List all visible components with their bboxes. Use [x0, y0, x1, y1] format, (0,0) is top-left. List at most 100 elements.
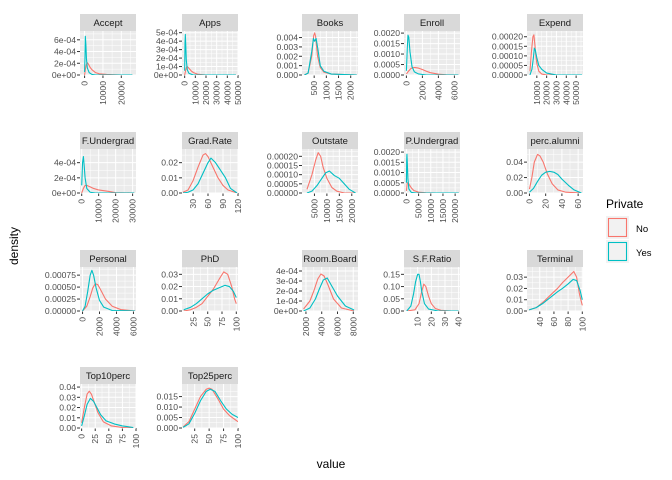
facet-personal: Personal 0 2000 4000 6000 0.00000 0.00025 0.000… [45, 250, 138, 336]
y-tick-label: 0e+00 [154, 70, 178, 80]
y-tick-label: 0.000 [276, 70, 298, 80]
density-line-yes-s-f-ratio [406, 273, 459, 311]
strip-accept [80, 14, 136, 31]
x-tick-label: 0 [401, 199, 411, 204]
facet-grad-rate: Grad.Rate 30 60 90 120 0.00 0.01 0.02 [161, 132, 243, 213]
x-tick-label: 100 [131, 434, 141, 449]
x-tick-label: 90 [218, 199, 228, 209]
strip-f-undergrad [80, 132, 136, 149]
density-line-yes-books [304, 37, 357, 75]
x-tick-label: 4000 [111, 317, 121, 336]
y-tick-label: 2e-04 [276, 286, 298, 296]
x-tick-label: 80 [563, 317, 573, 327]
x-tick-label: 75 [219, 434, 229, 444]
y-tick-label: 0.005 [156, 413, 178, 423]
x-tick-label: 30000 [128, 199, 138, 223]
x-tick-label: 40000 [222, 81, 232, 105]
x-tick-label: 60 [549, 317, 559, 327]
x-tick-label: 20 [541, 199, 551, 209]
y-tick-label: 0.02 [161, 158, 178, 168]
y-tick-label: 0.04 [59, 382, 76, 392]
x-tick-label: 20 [426, 317, 436, 327]
y-tick-label: 0.00050 [45, 282, 76, 292]
facet-phd: PhD 25 50 75 100 0.00 0.01 0.02 0.03 [161, 250, 241, 331]
x-tick-label: 4000 [317, 317, 327, 336]
x-tick-label: 40 [557, 199, 567, 209]
y-tick-label: 4e-04 [156, 36, 178, 46]
x-tick-label: 0 [78, 317, 88, 322]
density-line-yes-enroll [405, 34, 459, 75]
y-tick-label: 0.015 [156, 392, 178, 402]
x-tick-label: 1500 [334, 81, 344, 100]
density-line-yes-expend [529, 47, 583, 75]
facet-room-board: Room.Board 2000 4000 6000 8000 0e+001e-042e-0… [274, 250, 358, 336]
y-tick-label: 0.00010 [267, 170, 298, 180]
density-line-no-room-board [303, 273, 355, 311]
x-tick-label: 10000 [190, 81, 200, 105]
strip-outstate [302, 132, 358, 149]
strip-label-top10perc: Top10perc [86, 371, 131, 382]
y-tick-label: 0.004 [276, 33, 298, 43]
strip-label-perc-alumni: perc.alumni [530, 136, 579, 147]
x-tick-label: 20000 [347, 199, 357, 223]
x-tick-label: 60 [203, 199, 213, 209]
y-tick-label: 0.0010 [374, 49, 401, 59]
x-tick-label: 100 [231, 317, 241, 332]
strip-label-enroll: Enroll [420, 18, 444, 29]
y-tick-label: 4e-04 [276, 266, 298, 276]
y-tick-label: 0.00015 [492, 41, 523, 51]
y-tick-label: 0.0005 [374, 178, 401, 188]
y-tick-label: 3e-04 [156, 45, 178, 55]
legend-title: Private [606, 197, 644, 211]
x-tick-label: 25 [190, 434, 200, 444]
y-tick-label: 0.00020 [267, 151, 298, 161]
x-tick-label: 10 [413, 317, 423, 327]
legend-key-no [606, 216, 629, 239]
x-tick-label: 30 [440, 317, 450, 327]
y-tick-label: 0.02 [506, 283, 523, 293]
x-tick-label: 75 [217, 317, 227, 327]
y-tick-label: 0.0010 [374, 168, 401, 178]
y-tick-label: 0.10 [383, 282, 400, 292]
y-tick-label: 0e+00 [52, 188, 76, 198]
y-tick-label: 0.002 [276, 51, 298, 61]
density-line-yes-apps [184, 33, 236, 75]
y-tick-label: 3e-04 [276, 276, 298, 286]
density-line-yes-outstate [306, 170, 356, 193]
y-tick-label: 0.01 [161, 173, 178, 183]
x-tick-label: 30 [188, 199, 198, 209]
y-tick-label: 0.02 [59, 403, 76, 413]
strip-label-p-undergrad: P.Undergrad [406, 136, 459, 147]
y-tick-label: 0.00000 [267, 188, 298, 198]
y-tick-label: 1e-04 [156, 62, 178, 72]
x-tick-label: 10000 [532, 81, 542, 105]
x-tick-label: 25 [90, 434, 100, 444]
x-tick-label: 20000 [111, 199, 121, 223]
y-tick-label: 0.00 [161, 306, 178, 316]
x-tick-label: 30000 [212, 81, 222, 105]
strip-books [302, 14, 358, 31]
x-tick-label: 6000 [449, 81, 459, 100]
strip-label-expend: Expend [539, 18, 571, 29]
legend-key-yes [606, 240, 629, 263]
y-tick-label: 5e-04 [156, 28, 178, 38]
y-tick-label: 0.03 [161, 269, 178, 279]
strip-label-personal: Personal [89, 254, 127, 265]
density-line-yes-terminal [528, 278, 583, 311]
x-tick-label: 10000 [322, 199, 332, 223]
x-tick-label: 30000 [551, 81, 561, 105]
x-tick-label: 2000 [346, 81, 356, 100]
facet-s-f-ratio: S.F.Ratio 10 20 30 40 0.00 0.05 0.10 0.15 [383, 250, 464, 327]
density-line-yes-top10perc [81, 397, 134, 428]
density-line-no-s-f-ratio [406, 283, 459, 311]
x-tick-label: 4000 [433, 81, 443, 100]
density-line-yes-phd [183, 284, 237, 311]
strip-personal [80, 250, 136, 267]
y-tick-label: 0.02 [161, 282, 178, 292]
facet-f-undergrad: F.Undergrad 0 10000 20000 30000 0e+00 2e-04 4e-… [52, 132, 138, 223]
x-tick-label: 20000 [201, 81, 211, 105]
y-tick-label: 0.01 [506, 295, 523, 305]
x-tick-label: 2000 [417, 81, 427, 100]
density-line-yes-top25perc [182, 388, 238, 428]
strip-label-phd: PhD [201, 254, 220, 265]
